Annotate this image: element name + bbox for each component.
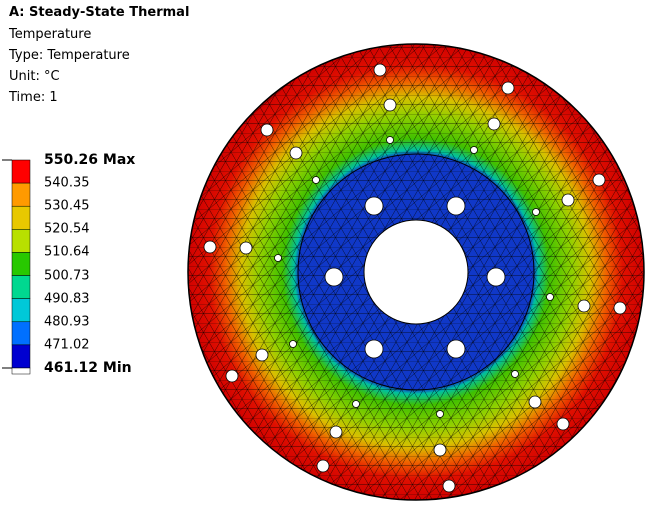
info-line: Type: Temperature [9, 48, 130, 63]
legend-label: 530.45 [44, 198, 90, 214]
info-line: Time: 1 [9, 90, 58, 105]
holes [203, 63, 627, 493]
legend-label: 510.64 [44, 244, 90, 260]
legend-label: 520.54 [44, 221, 90, 237]
legend-label: 540.35 [44, 175, 90, 191]
legend-label: 500.73 [44, 268, 90, 284]
legend-label: 461.12 Min [44, 360, 132, 376]
legend-swatch [11, 367, 31, 375]
center-hole [363, 219, 469, 325]
legend-label: 480.93 [44, 314, 90, 330]
legend-label: 471.02 [44, 337, 90, 353]
legend-label: 550.26 Max [44, 152, 136, 168]
info-line: Temperature [9, 27, 92, 42]
legend-label: 490.83 [44, 291, 90, 307]
info-line: Unit: °C [9, 69, 60, 84]
result-title: A: Steady-State Thermal [9, 5, 190, 20]
hub-edge [297, 153, 535, 391]
